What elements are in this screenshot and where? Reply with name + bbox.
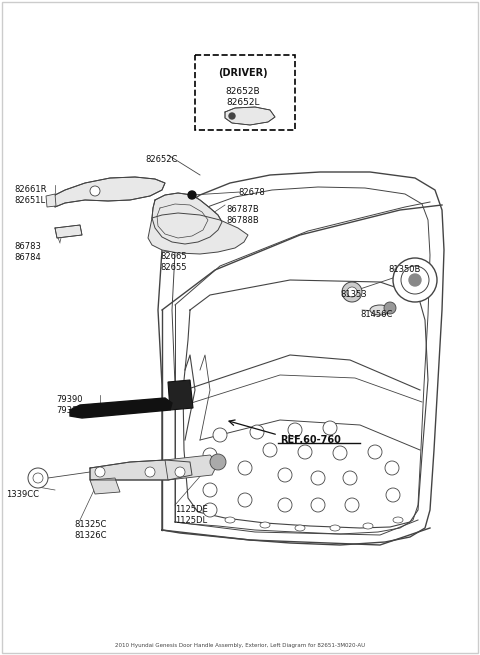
Polygon shape: [168, 380, 193, 410]
Polygon shape: [55, 225, 82, 238]
Polygon shape: [225, 107, 275, 125]
Ellipse shape: [330, 525, 340, 531]
Polygon shape: [46, 194, 56, 207]
Circle shape: [345, 498, 359, 512]
Circle shape: [28, 468, 48, 488]
Circle shape: [145, 467, 155, 477]
Circle shape: [278, 468, 292, 482]
Ellipse shape: [370, 305, 390, 315]
Text: 82652B
82652L: 82652B 82652L: [226, 87, 260, 107]
Circle shape: [333, 446, 347, 460]
Circle shape: [33, 473, 43, 483]
Circle shape: [210, 454, 226, 470]
Circle shape: [263, 443, 277, 457]
Circle shape: [384, 302, 396, 314]
Circle shape: [386, 488, 400, 502]
Text: 86787B
86788B: 86787B 86788B: [226, 205, 259, 225]
Circle shape: [343, 471, 357, 485]
Text: 81325C
81326C: 81325C 81326C: [74, 520, 107, 540]
Text: 79390
79380: 79390 79380: [56, 395, 83, 415]
Circle shape: [368, 445, 382, 459]
Ellipse shape: [225, 517, 235, 523]
Bar: [195, 55, 295, 130]
Ellipse shape: [393, 517, 403, 523]
Circle shape: [250, 425, 264, 439]
Text: 82661R
82651L: 82661R 82651L: [14, 185, 47, 205]
Circle shape: [278, 498, 292, 512]
Polygon shape: [90, 460, 192, 480]
Circle shape: [203, 503, 217, 517]
Text: 1125DE
1125DL: 1125DE 1125DL: [175, 505, 208, 525]
Circle shape: [175, 467, 185, 477]
Text: 82678: 82678: [238, 188, 265, 197]
Polygon shape: [148, 213, 248, 254]
Text: 2010 Hyundai Genesis Door Handle Assembly, Exterior, Left Diagram for 82651-3M02: 2010 Hyundai Genesis Door Handle Assembl…: [115, 643, 365, 648]
Text: 1339CC: 1339CC: [6, 490, 39, 499]
Text: 81350B: 81350B: [388, 265, 420, 274]
Polygon shape: [52, 177, 165, 207]
Text: REF.60-760: REF.60-760: [280, 435, 341, 445]
Ellipse shape: [363, 523, 373, 529]
Polygon shape: [152, 193, 222, 244]
Text: 81456C: 81456C: [360, 310, 392, 319]
Circle shape: [188, 191, 196, 199]
Circle shape: [238, 461, 252, 475]
Circle shape: [385, 461, 399, 475]
Circle shape: [393, 258, 437, 302]
Circle shape: [238, 493, 252, 507]
Polygon shape: [90, 478, 120, 494]
Circle shape: [213, 428, 227, 442]
Polygon shape: [70, 398, 172, 418]
Circle shape: [311, 498, 325, 512]
Circle shape: [401, 266, 429, 294]
Text: (DRIVER): (DRIVER): [218, 68, 268, 78]
Circle shape: [409, 274, 421, 286]
Circle shape: [203, 483, 217, 497]
Circle shape: [203, 448, 217, 462]
Circle shape: [288, 423, 302, 437]
Circle shape: [90, 186, 100, 196]
Ellipse shape: [295, 525, 305, 531]
Circle shape: [95, 467, 105, 477]
Circle shape: [298, 445, 312, 459]
Circle shape: [347, 287, 357, 297]
Polygon shape: [165, 455, 218, 480]
Text: 82665
82655: 82665 82655: [160, 252, 187, 272]
Ellipse shape: [260, 522, 270, 528]
Circle shape: [323, 421, 337, 435]
Circle shape: [229, 113, 235, 119]
Text: 86783
86784: 86783 86784: [14, 242, 41, 262]
Circle shape: [342, 282, 362, 302]
Text: 82652C: 82652C: [145, 155, 178, 164]
Circle shape: [311, 471, 325, 485]
Text: 81353: 81353: [340, 290, 367, 299]
